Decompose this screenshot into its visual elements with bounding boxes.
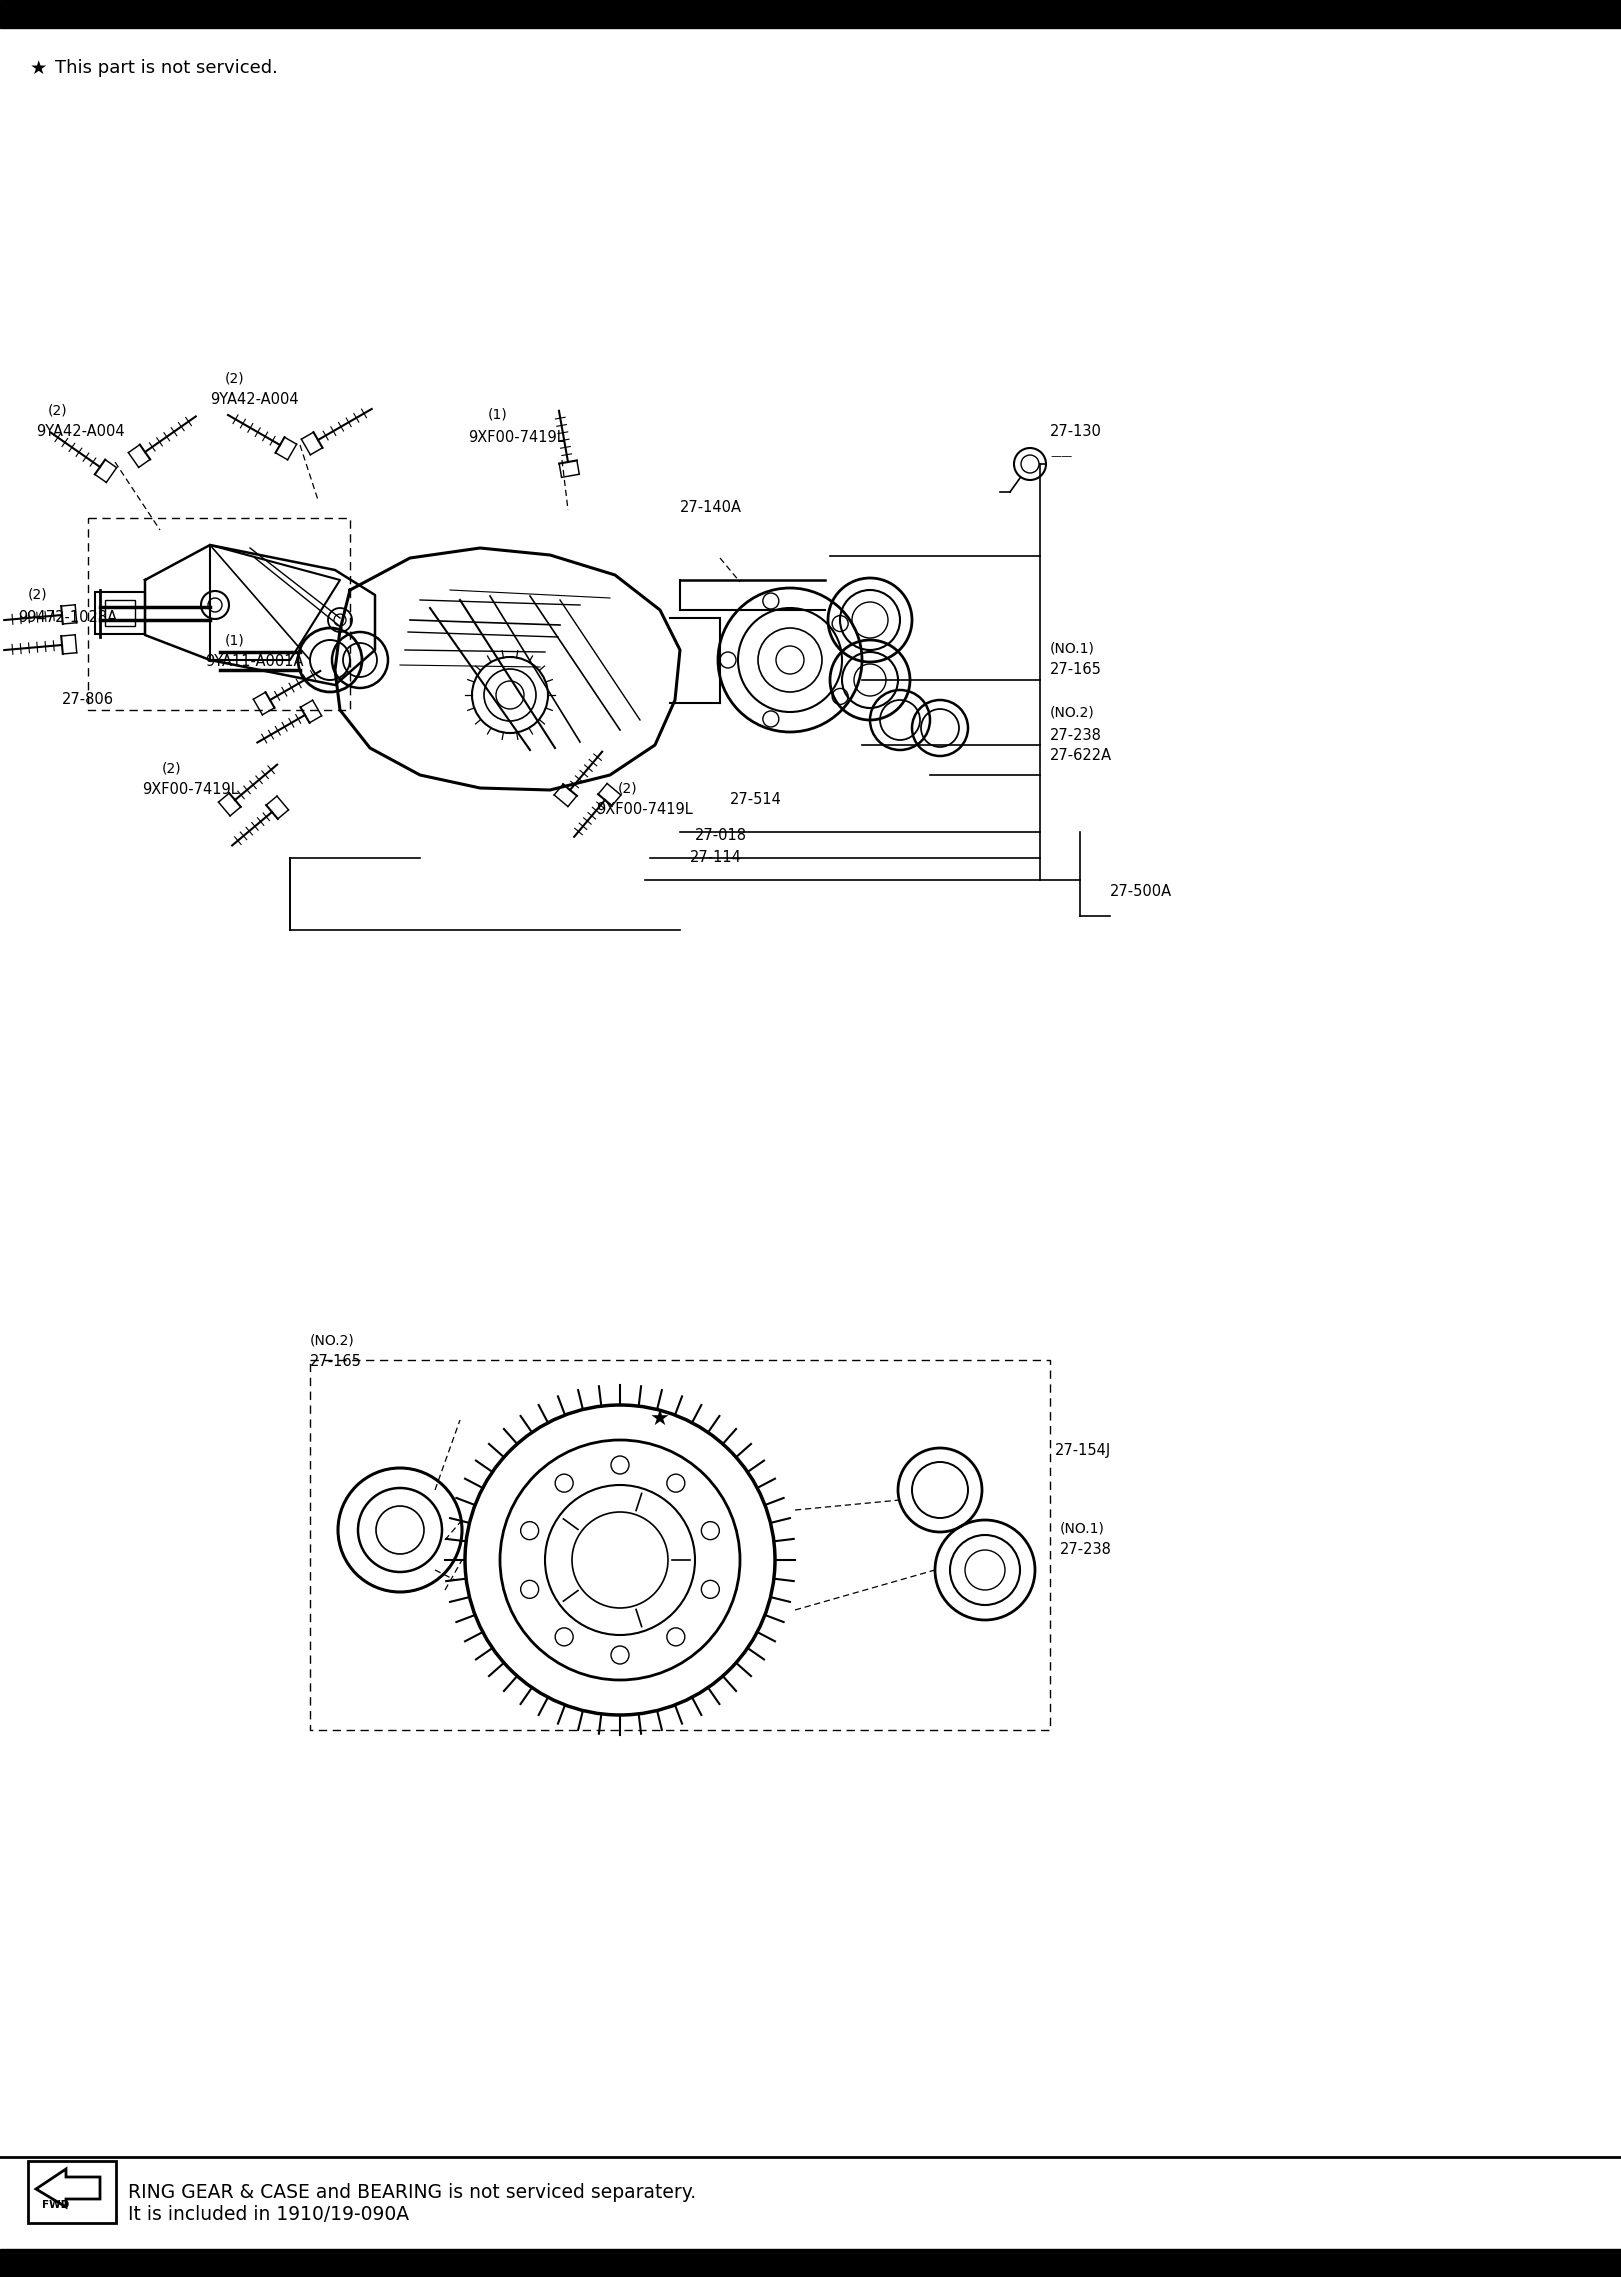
- Text: (2): (2): [162, 761, 182, 774]
- Text: 9XF00-7419L: 9XF00-7419L: [143, 783, 238, 797]
- Text: 27-500A: 27-500A: [1110, 883, 1172, 899]
- Text: (NO.2): (NO.2): [310, 1332, 355, 1348]
- Text: (2): (2): [28, 587, 47, 601]
- Text: FWD: FWD: [42, 2200, 70, 2211]
- Text: (1): (1): [225, 633, 245, 647]
- Bar: [0, 0, 1621, 27]
- Text: 99472-1028A: 99472-1028A: [18, 610, 117, 626]
- Text: ★: ★: [31, 59, 47, 77]
- Text: 9YA42-A004: 9YA42-A004: [211, 392, 298, 408]
- Text: (NO.1): (NO.1): [1060, 1521, 1106, 1535]
- Text: (2): (2): [225, 371, 245, 385]
- Text: 27-130: 27-130: [1050, 424, 1102, 439]
- Text: 27-018: 27-018: [695, 829, 747, 842]
- Text: 9YA42-A004: 9YA42-A004: [36, 424, 125, 439]
- Text: 27-165: 27-165: [310, 1355, 361, 1368]
- Text: 9XF00-7419L: 9XF00-7419L: [468, 430, 564, 444]
- Text: 27-154J: 27-154J: [1055, 1444, 1112, 1457]
- Text: (2): (2): [49, 403, 68, 417]
- Text: 27-514: 27-514: [729, 792, 781, 808]
- Bar: [0, 2250, 1621, 2277]
- Text: (1): (1): [488, 408, 507, 421]
- Text: 27-238: 27-238: [1060, 1542, 1112, 1557]
- Text: ★: ★: [650, 1409, 669, 1430]
- Text: 9XF00-7419L: 9XF00-7419L: [597, 802, 692, 817]
- Bar: [28, 2161, 117, 2222]
- Text: (2): (2): [618, 781, 637, 795]
- Text: 27-622A: 27-622A: [1050, 749, 1112, 763]
- Text: (NO.1): (NO.1): [1050, 642, 1094, 656]
- Text: ——: ——: [1050, 451, 1071, 460]
- Text: (NO.2): (NO.2): [1050, 706, 1094, 720]
- Bar: [96, 592, 144, 633]
- Text: It is included in 1910/19-090A: It is included in 1910/19-090A: [128, 2206, 408, 2225]
- Text: 9YA11-A001A: 9YA11-A001A: [204, 653, 303, 669]
- Text: 27-806: 27-806: [62, 692, 113, 708]
- Text: 27-140A: 27-140A: [679, 501, 742, 515]
- Text: 27-165: 27-165: [1050, 663, 1102, 679]
- Text: 27-238: 27-238: [1050, 726, 1102, 742]
- Text: 27-114: 27-114: [691, 852, 742, 865]
- Bar: [105, 601, 135, 626]
- Text: This part is not serviced.: This part is not serviced.: [55, 59, 277, 77]
- Text: RING GEAR & CASE and BEARING is not serviced separatery.: RING GEAR & CASE and BEARING is not serv…: [128, 2184, 695, 2202]
- Polygon shape: [36, 2170, 101, 2206]
